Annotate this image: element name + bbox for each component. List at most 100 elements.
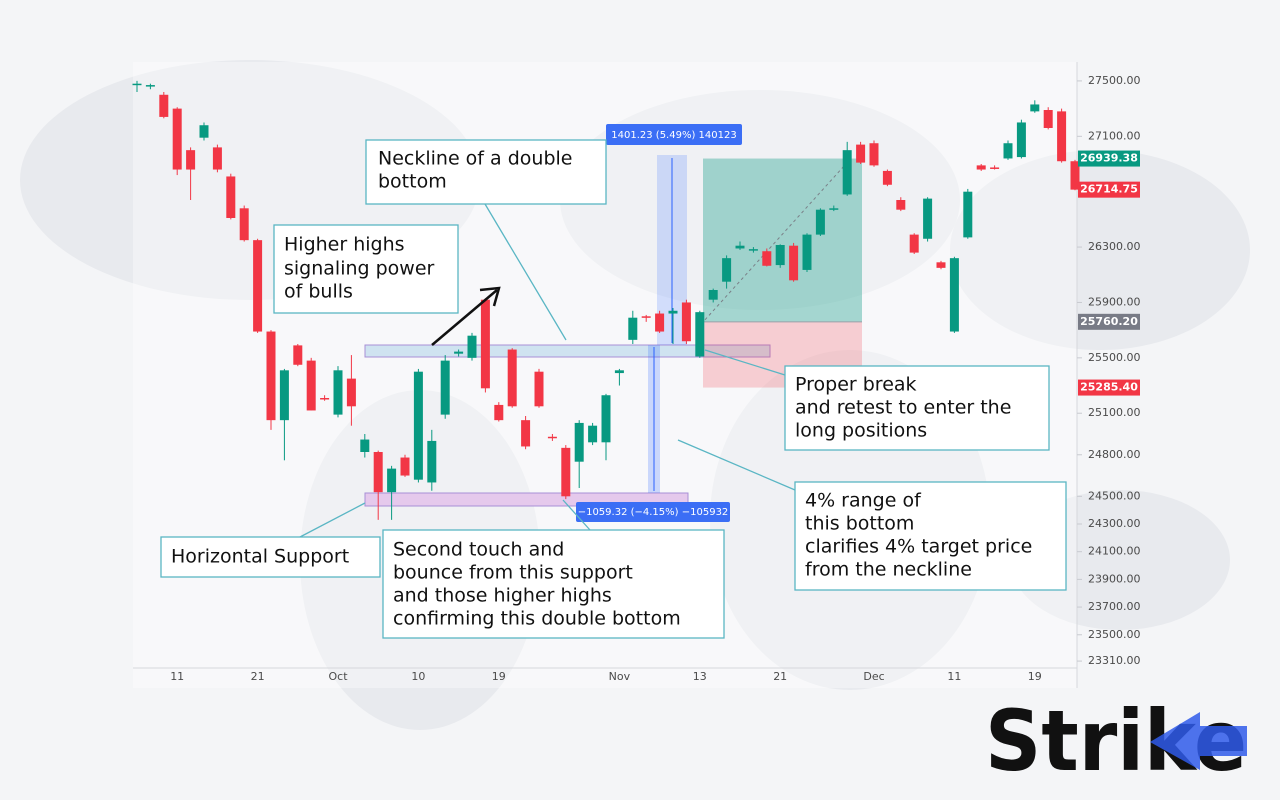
annotation-text: this bottom [805, 513, 914, 535]
price-label-box [1078, 150, 1140, 167]
candle-body [1043, 110, 1053, 128]
callout [365, 139, 607, 205]
candle-body [212, 147, 222, 170]
x-tick-label: Oct [328, 670, 348, 683]
candle-body [722, 258, 732, 282]
candle-body [159, 94, 169, 117]
candle-body [534, 371, 544, 407]
candle-body [655, 313, 665, 332]
annotation-text: long positions [795, 420, 927, 442]
candle-body [253, 240, 263, 332]
candle-body [748, 249, 758, 251]
x-tick-label: 10 [411, 670, 425, 683]
y-tick-label: 25900.00 [1088, 295, 1141, 308]
annotation-text: confirming this double bottom [393, 608, 681, 630]
connector [484, 203, 567, 341]
candle-body [990, 167, 1000, 169]
price-label-box [1078, 181, 1140, 198]
candle-body [413, 371, 423, 480]
candle-body [373, 452, 383, 493]
x-tick-label: 19 [1028, 670, 1042, 683]
candle-body [842, 150, 852, 195]
connector [677, 439, 796, 491]
callout [784, 365, 1050, 451]
annotation-text: Horizontal Support [171, 546, 349, 568]
neckline-zone [364, 344, 771, 358]
measure-label: 1401.23 (5.49%) 140123 [611, 130, 736, 141]
measure-label-box [606, 124, 742, 145]
candle-body [1070, 161, 1080, 190]
price-label: 25285.40 [1080, 381, 1138, 394]
x-tick-label: Dec [863, 670, 884, 683]
candle-body [132, 83, 142, 86]
x-tick-label: 11 [170, 670, 184, 683]
price-label: 26714.75 [1080, 183, 1138, 196]
y-tick-label: 24800.00 [1088, 448, 1141, 461]
logo: Strike [985, 692, 1247, 790]
candle-body [963, 191, 973, 238]
candle-body [454, 351, 464, 354]
candle-body [681, 302, 691, 342]
annotation-text: Neckline of a double [378, 148, 572, 170]
annotation-text: Higher highs [284, 234, 405, 256]
candles [132, 80, 1080, 520]
candle-body [480, 299, 490, 389]
candle-body [614, 370, 624, 374]
annotation-text: bottom [378, 171, 447, 193]
y-tick-label: 23900.00 [1088, 572, 1141, 585]
candle-body [668, 310, 678, 314]
y-tick-label: 26300.00 [1088, 240, 1141, 253]
annotation-text: from the neckline [805, 559, 972, 581]
candle-body [1057, 111, 1067, 162]
candle-body [266, 331, 276, 421]
candle-body [521, 420, 531, 447]
annotation-text: 4% range of [805, 490, 922, 512]
x-tick-label: 13 [693, 670, 707, 683]
candle-body [1016, 122, 1026, 158]
annotation-text: bounce from this support [393, 562, 633, 584]
x-tick-label: 19 [492, 670, 506, 683]
price-label-box [1078, 313, 1140, 330]
logo-accent [1150, 712, 1247, 770]
candle-body [186, 150, 196, 170]
annotation-text: Proper break [795, 374, 917, 396]
y-tick-label: 27500.00 [1088, 74, 1141, 87]
x-tick-label: 11 [947, 670, 961, 683]
measure-label-box [576, 502, 730, 522]
candle-body [735, 245, 745, 249]
arrow-head [479, 286, 501, 307]
candle-body [856, 144, 866, 163]
candle-body [789, 245, 799, 281]
candle-body [172, 108, 182, 170]
candle-body [239, 208, 249, 241]
callout [160, 536, 381, 578]
price-label: 25760.20 [1080, 315, 1138, 328]
candle-body [145, 85, 155, 87]
callout [273, 224, 459, 314]
candle-body [427, 440, 437, 483]
candle-body [949, 258, 959, 332]
connector [704, 349, 786, 376]
candle-body [708, 290, 718, 300]
annotation-text: and retest to enter the [795, 397, 1011, 419]
y-tick-label: 27100.00 [1088, 129, 1141, 142]
y-tick-label: 25500.00 [1088, 351, 1141, 364]
candle-body [896, 200, 906, 210]
callout [382, 529, 725, 639]
candle-body [829, 208, 839, 210]
candle-body [1003, 143, 1013, 159]
candle-body [547, 436, 557, 439]
y-tick-label: 24500.00 [1088, 489, 1141, 502]
candle-body [936, 262, 946, 268]
candle-body [467, 335, 477, 358]
candle-body [306, 360, 316, 411]
profit-zone [703, 158, 862, 322]
y-tick-label: 24100.00 [1088, 545, 1141, 558]
candle-body [802, 234, 812, 270]
position-box [703, 158, 862, 388]
y-tick-label: 23500.00 [1088, 628, 1141, 641]
x-tick-label: 21 [773, 670, 787, 683]
candle-body [574, 422, 584, 462]
